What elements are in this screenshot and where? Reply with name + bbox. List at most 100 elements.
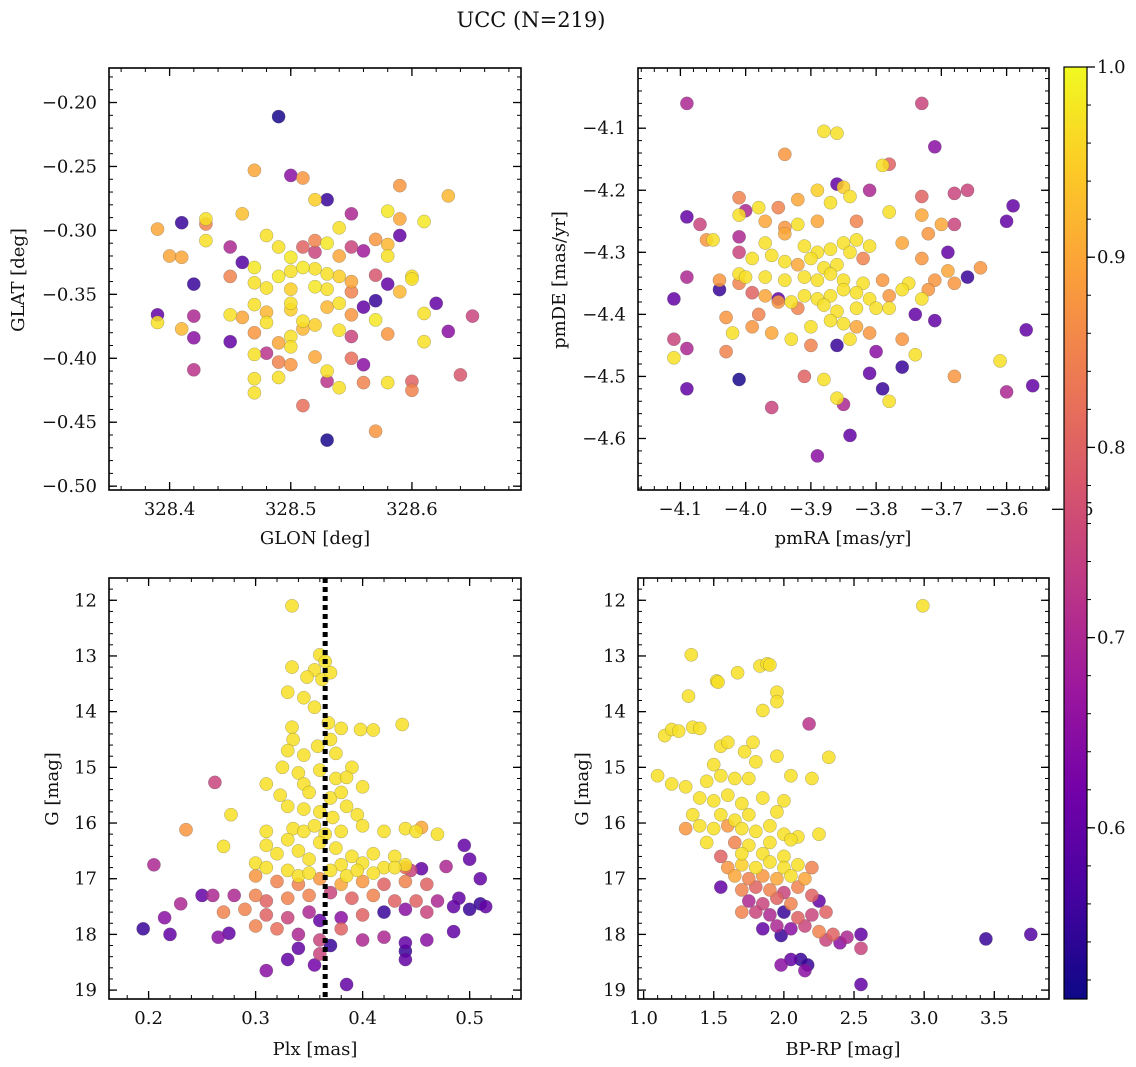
data-point [224, 807, 238, 822]
data-point [308, 318, 322, 332]
data-point [869, 301, 883, 316]
data-point [247, 385, 262, 400]
data-point [791, 910, 805, 925]
data-point [387, 860, 402, 875]
data-point [862, 183, 877, 198]
data-point [247, 260, 262, 275]
data-point [749, 860, 763, 875]
data-point [684, 648, 699, 662]
data-point [882, 205, 897, 219]
data-point [830, 257, 844, 272]
data-point [259, 963, 274, 978]
data-point [804, 319, 818, 334]
data-point [764, 400, 779, 415]
data-point [915, 292, 929, 306]
data-point [778, 147, 792, 162]
data-point [320, 192, 334, 207]
data-point [745, 285, 760, 300]
data-point [356, 375, 371, 390]
data-point [854, 977, 868, 992]
data-point [817, 372, 831, 387]
data-point [259, 894, 274, 908]
data-point [332, 296, 347, 311]
data-point [280, 832, 295, 847]
data-point [678, 780, 693, 794]
data-point [758, 214, 773, 229]
x-tick-label: 1.5 [699, 1008, 728, 1029]
data-point [840, 930, 854, 945]
data-point [817, 298, 831, 312]
pm-xlabel: pmRA [mas/yr] [775, 528, 912, 549]
data-point [763, 835, 777, 850]
data-point [473, 871, 488, 886]
data-point [395, 717, 410, 732]
data-point [714, 880, 728, 894]
data-point [280, 863, 295, 878]
data-point [320, 282, 334, 297]
data-point [854, 941, 868, 956]
g-plx-xlabel: Plx [mas] [273, 1039, 358, 1060]
data-point [162, 249, 177, 263]
data-point [308, 192, 322, 207]
data-point [714, 849, 728, 864]
data-point [749, 824, 763, 839]
data-point [714, 807, 728, 822]
data-point [915, 96, 929, 111]
data-point [798, 963, 812, 978]
data-point [280, 743, 295, 758]
data-point [283, 357, 298, 372]
data-point [763, 883, 777, 897]
data-point [280, 799, 295, 814]
y-tick-label: −4.4 [582, 304, 626, 325]
data-point [751, 307, 766, 322]
data-point [721, 735, 735, 750]
data-point [174, 215, 189, 230]
data-point [732, 208, 746, 222]
data-point [692, 791, 707, 805]
x-tick-label: 0.3 [241, 1008, 270, 1029]
data-point [380, 375, 395, 390]
data-point [728, 835, 742, 850]
data-point [797, 288, 812, 303]
data-point [308, 233, 322, 248]
data-point [882, 394, 897, 409]
data-point [271, 355, 286, 369]
data-point [453, 368, 468, 382]
data-point [671, 724, 686, 738]
x-tick-label: −4.1 [659, 499, 703, 520]
x-tick-label: 328.6 [386, 499, 438, 520]
x-tick-label: 2.0 [770, 1008, 799, 1029]
data-point [770, 919, 784, 933]
data-point [758, 270, 773, 284]
data-point [339, 799, 354, 814]
data-point [320, 433, 334, 447]
data-point [259, 908, 274, 922]
y-tick-label: −0.30 [42, 220, 97, 241]
cmd-ylabel: G [mag] [572, 752, 593, 825]
x-tick-label: −3.9 [789, 499, 833, 520]
data-point [895, 236, 910, 250]
data-point [259, 346, 274, 361]
data-point [344, 351, 359, 366]
data-point [771, 200, 786, 215]
data-point [334, 858, 349, 872]
data-point [355, 780, 370, 794]
data-point [334, 824, 349, 839]
data-point [307, 958, 322, 972]
data-point [344, 274, 359, 289]
y-tick-label: 13 [74, 646, 97, 667]
data-point [797, 270, 812, 284]
sky-ylabel: GLAT [deg] [8, 228, 29, 332]
data-point [283, 296, 298, 311]
data-point [784, 897, 798, 911]
data-point [934, 217, 949, 232]
data-point [392, 212, 407, 226]
pm-points [667, 96, 1040, 463]
data-point [823, 195, 838, 210]
data-point [320, 236, 334, 250]
data-point [915, 251, 929, 266]
figure-title: UCC (N=219) [457, 8, 606, 32]
g-plx-points [136, 599, 493, 992]
data-point [186, 309, 201, 323]
data-point [728, 869, 742, 883]
